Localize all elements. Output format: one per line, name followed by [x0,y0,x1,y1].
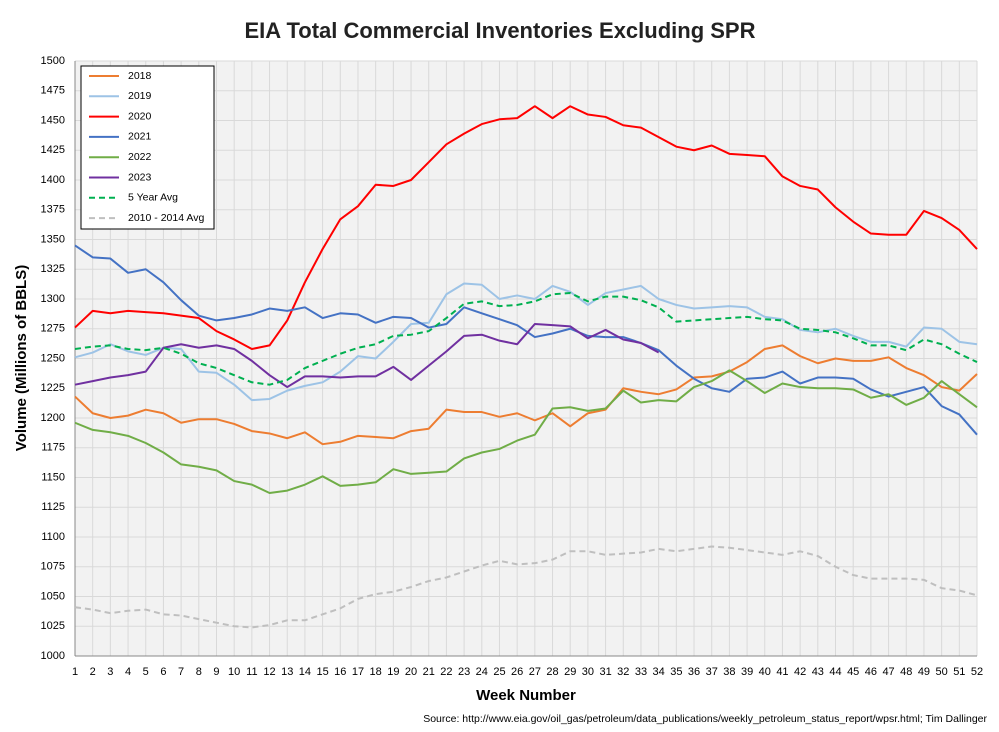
x-tick-label: 12 [263,666,275,678]
x-tick-label: 50 [936,666,948,678]
x-tick-label: 51 [953,666,965,678]
x-tick-label: 8 [196,666,202,678]
x-tick-label: 15 [316,666,328,678]
legend-label: 2010 - 2014 Avg [128,212,204,224]
x-tick-label: 26 [511,666,523,678]
x-tick-label: 5 [143,666,149,678]
x-tick-label: 33 [635,666,647,678]
x-tick-label: 28 [546,666,558,678]
x-tick-label: 29 [564,666,576,678]
y-tick-label: 1475 [41,85,65,97]
x-tick-label: 21 [423,666,435,678]
y-tick-label: 1025 [41,620,65,632]
x-tick-label: 11 [246,666,257,678]
x-tick-label: 25 [493,666,505,678]
x-tick-label: 17 [352,666,364,678]
x-tick-label: 35 [670,666,682,678]
y-tick-label: 1375 [41,204,65,216]
y-tick-label: 1075 [41,561,65,573]
series-line [74,545,978,629]
x-tick-label: 49 [918,666,930,678]
x-tick-label: 52 [971,666,983,678]
series-line [74,322,660,389]
legend-box [80,65,215,230]
legend-label: 5 Year Avg [128,192,178,204]
y-tick-label: 1400 [41,174,65,186]
y-tick-label: 1100 [41,531,65,543]
y-tick-label: 1225 [41,382,65,394]
x-tick-label: 22 [440,666,452,678]
legend-label: 2022 [128,151,152,163]
x-tick-label: 46 [865,666,877,678]
x-tick-label: 14 [299,666,311,678]
x-tick-label: 16 [334,666,346,678]
x-tick-label: 41 [776,666,788,678]
y-tick-label: 1325 [41,263,65,275]
x-tick-label: 1 [72,666,78,678]
y-tick-label: 1250 [41,352,65,364]
legend: 2018 2019 2020 2021 2022 2023 5 Year Avg 2010 -… [80,65,215,230]
x-tick-label: 31 [599,666,611,678]
legend-label: 2020 [128,110,152,122]
x-tick-label: 4 [125,666,131,678]
y-tick-label: 1275 [41,323,65,335]
x-tick-label: 19 [387,666,399,678]
y-tick-label: 1150 [41,471,65,483]
legend-label: 2021 [128,131,152,143]
y-tick-label: 1500 [41,55,65,67]
x-tick-label: 7 [178,666,184,678]
x-tick-label: 47 [882,666,894,678]
x-tick-label: 9 [213,666,219,678]
y-tick-label: 1050 [41,590,65,602]
x-tick-label: 48 [900,666,912,678]
y-tick-label: 1175 [41,442,65,454]
series-line [74,244,978,436]
y-tick-label: 1200 [41,412,65,424]
x-tick-label: 10 [228,666,240,678]
x-axis-title: Week Number [476,687,576,704]
y-tick-label: 1000 [41,650,65,662]
x-tick-label: 40 [759,666,771,678]
x-tick-label: 36 [688,666,700,678]
series-line [74,369,978,494]
x-tick-label: 23 [458,666,470,678]
y-tick-label: 1350 [41,233,65,245]
source-note: Source: http://www.eia.gov/oil_gas/petro… [423,713,987,725]
y-tick-label: 1300 [41,293,65,305]
legend-label: 2023 [128,171,152,183]
x-tick-label: 34 [653,666,665,678]
series-line [74,105,978,350]
y-axis-title: Volume (Millions of BBLS) [13,265,30,451]
x-tick-label: 39 [741,666,753,678]
x-tick-label: 2 [90,666,96,678]
x-tick-label: 20 [405,666,417,678]
x-tick-label: 43 [812,666,824,678]
x-tick-label: 18 [370,666,382,678]
x-tick-label: 30 [582,666,594,678]
x-tick-label: 13 [281,666,293,678]
x-tick-label: 24 [476,666,488,678]
legend-label: 2019 [128,90,152,102]
x-tick-label: 37 [706,666,718,678]
x-tick-label: 3 [107,666,113,678]
x-tick-label: 42 [794,666,806,678]
x-tick-label: 6 [160,666,166,678]
x-tick-label: 44 [829,666,841,678]
legend-label: 2018 [128,70,152,82]
y-tick-label: 1425 [41,144,65,156]
y-tick-label: 1125 [41,501,65,513]
x-tick-label: 38 [723,666,735,678]
y-tick-label: 1450 [41,114,65,126]
chart-title: EIA Total Commercial Inventories Excludi… [244,18,755,43]
series-line [74,344,978,446]
x-tick-label: 32 [617,666,629,678]
x-tick-label: 27 [529,666,541,678]
x-tick-label: 45 [847,666,859,678]
series-line [74,292,978,386]
